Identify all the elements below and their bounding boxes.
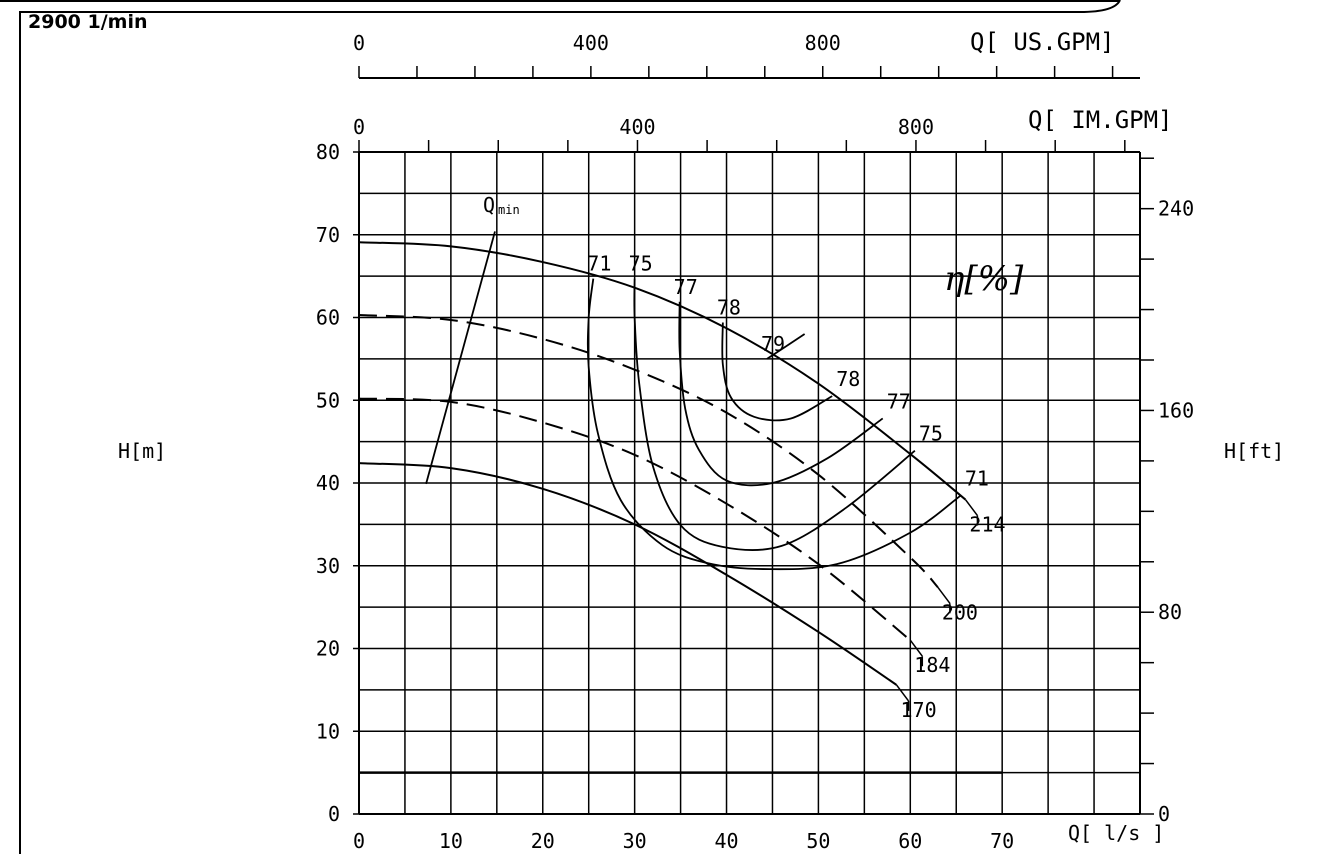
x-tick-label: 10 <box>439 829 463 853</box>
ft-tick-label: 0 <box>1158 802 1170 826</box>
x-axis-label-im-gpm: Q[ IM.GPM] <box>1028 106 1173 134</box>
speed-label: 2900 1/min <box>28 11 148 33</box>
y-tick-label: 0 <box>328 802 340 826</box>
impeller-label-leader <box>937 586 951 604</box>
x-axis-label-ls: Q[ l/s ] <box>1068 821 1164 845</box>
x-tick-label: 40 <box>714 829 738 853</box>
efficiency-label-right: 75 <box>919 422 943 446</box>
head-curve-214 <box>358 241 967 501</box>
x-tick-label: 70 <box>990 829 1014 853</box>
efficiency-curve-77 <box>678 301 884 487</box>
us-gpm-tick-label: 0 <box>353 31 365 55</box>
efficiency-label-left: 78 <box>717 295 741 319</box>
efficiency-curve-78 <box>721 322 833 422</box>
us-gpm-tick-label: 800 <box>805 31 841 55</box>
head-curve-200 <box>358 314 939 588</box>
y-tick-label: 10 <box>316 719 340 743</box>
y-axis-label-m: H[m] <box>118 439 166 463</box>
im-gpm-tick-label: 400 <box>619 115 655 139</box>
x-tick-label: 0 <box>353 829 365 853</box>
efficiency-curve-71 <box>586 278 962 571</box>
x-tick-label: 50 <box>806 829 830 853</box>
y-tick-label: 70 <box>316 223 340 247</box>
impeller-label-leader <box>964 499 979 516</box>
im-gpm-tick-label: 0 <box>353 115 365 139</box>
efficiency-curve-79 <box>766 333 806 360</box>
y-axis-label-ft: H[ft] <box>1224 439 1284 463</box>
efficiency-label-left: 79 <box>761 332 785 356</box>
efficiency-label-right: 77 <box>887 389 911 413</box>
ft-tick-label: 240 <box>1158 197 1194 221</box>
efficiency-curve-75 <box>633 278 916 551</box>
ft-tick-label: 80 <box>1158 600 1182 624</box>
impeller-diameter-label: 200 <box>942 600 978 624</box>
impeller-label-leader <box>909 639 923 657</box>
efficiency-curves <box>425 231 962 571</box>
impeller-diameter-label: 170 <box>901 698 937 722</box>
head-curve-170 <box>358 462 898 686</box>
qmin-label: Q <box>483 193 495 217</box>
y-tick-label: 20 <box>316 637 340 661</box>
head-curve-184 <box>358 397 911 641</box>
impeller-label-leader <box>895 684 910 702</box>
efficiency-axis-label: η[%] <box>944 259 1024 299</box>
x-tick-label: 30 <box>623 829 647 853</box>
qmin-line <box>425 231 496 485</box>
y-tick-label: 30 <box>316 554 340 578</box>
x-tick-label: 20 <box>531 829 555 853</box>
x-axis-label-us-gpm: Q[ US.GPM] <box>970 28 1115 56</box>
y-tick-label: 50 <box>316 388 340 412</box>
x-tick-label: 60 <box>898 829 922 853</box>
head-curves <box>358 241 967 686</box>
im-gpm-tick-label: 800 <box>898 115 934 139</box>
impeller-diameter-label: 184 <box>914 653 950 677</box>
page-border <box>19 0 1121 854</box>
efficiency-label-left: 75 <box>629 252 653 276</box>
grid <box>359 152 1140 814</box>
y-tick-label: 80 <box>316 140 340 164</box>
chart-labels: 214 200 184 170 71 71 75 75 77 77 78 78 79 Q min <box>483 193 1006 722</box>
y-tick-label: 40 <box>316 471 340 495</box>
us-gpm-tick-label: 400 <box>573 31 609 55</box>
efficiency-label-right: 78 <box>836 367 860 391</box>
ft-tick-label: 160 <box>1158 398 1194 422</box>
efficiency-label-left: 77 <box>674 275 698 299</box>
y-tick-label: 60 <box>316 306 340 330</box>
efficiency-label-left: 71 <box>587 252 611 276</box>
qmin-label-subscript: min <box>498 203 520 217</box>
impeller-diameter-label: 214 <box>969 513 1005 537</box>
efficiency-label-right: 71 <box>965 466 989 490</box>
